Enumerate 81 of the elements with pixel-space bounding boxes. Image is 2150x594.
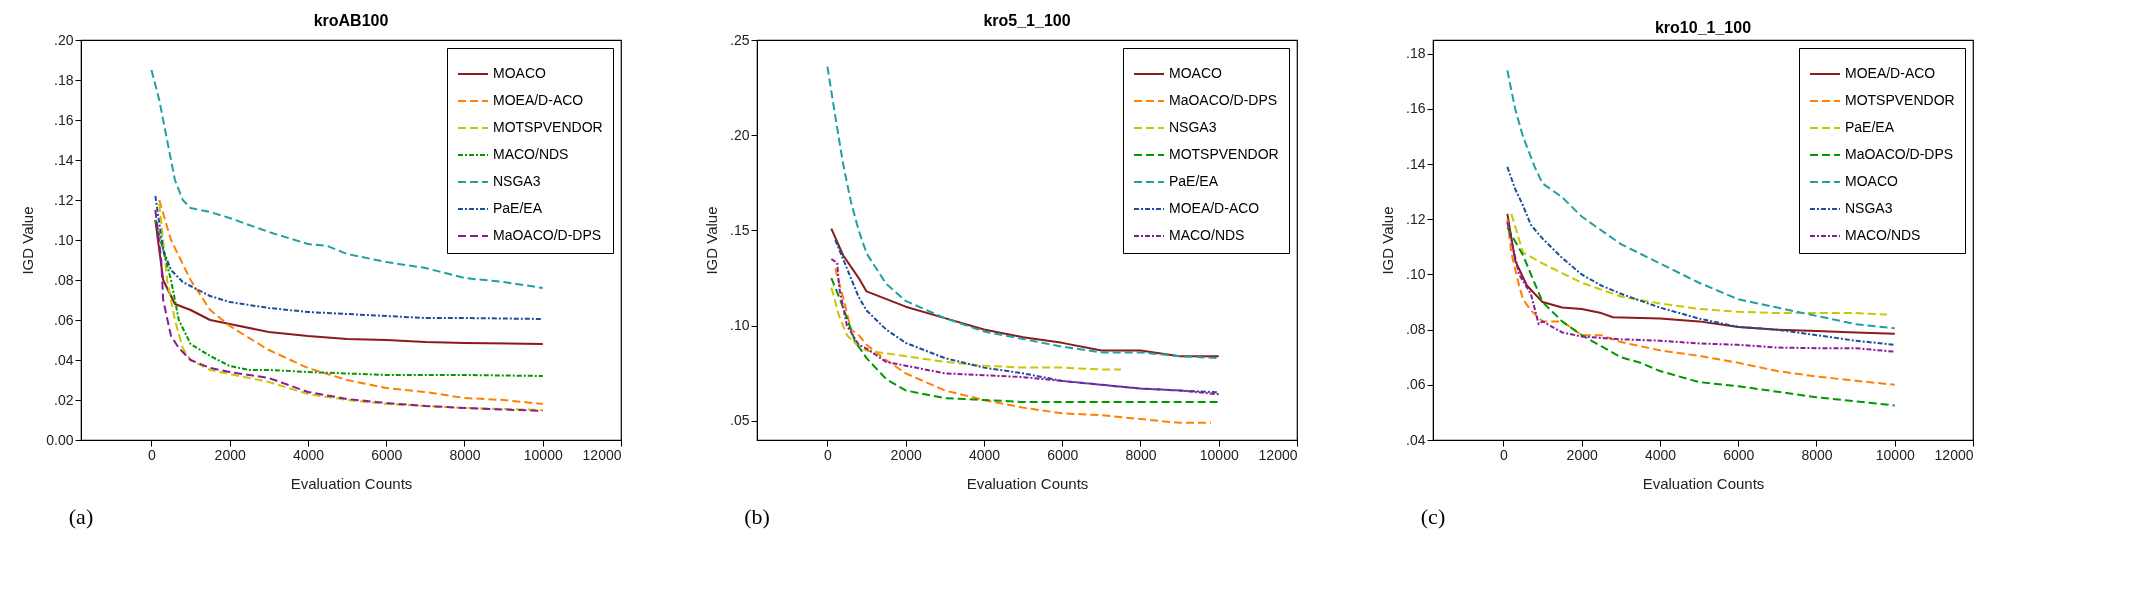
- x-tick-label: 12000: [582, 446, 622, 463]
- x-tick-label: 4000: [968, 446, 1001, 463]
- y-tick-label: .06: [54, 311, 74, 328]
- legend-label: NSGA3: [1845, 200, 1893, 216]
- line-series: [830, 286, 1122, 371]
- legend-label: MaOACO/D-DPS: [493, 227, 602, 243]
- x-tick-label: 4000: [1644, 446, 1677, 463]
- y-tick-label: .10: [54, 231, 74, 248]
- x-tick-label: 0: [148, 446, 157, 463]
- y-tick-label: .16: [1406, 100, 1426, 117]
- legend-label: MOEA/D-ACO: [1845, 65, 1936, 81]
- y-tick-label: 0.00: [46, 431, 74, 448]
- legend-label: PaE/EA: [493, 200, 543, 216]
- legend-label: MOACO: [1169, 65, 1222, 81]
- y-axis-title: IGD Value: [19, 206, 37, 275]
- legend-label: MOEA/D-ACO: [493, 92, 584, 108]
- y-tick-label: .04: [54, 351, 74, 368]
- x-tick-label: 2000: [214, 446, 246, 463]
- x-tick-label: 12000: [1258, 446, 1298, 463]
- x-tick-label: 6000: [371, 446, 403, 463]
- y-tick-label: .12: [54, 191, 74, 208]
- legend-label: NSGA3: [1169, 119, 1217, 135]
- y-tick-label: .16: [54, 111, 74, 128]
- x-tick-label: 6000: [1047, 446, 1079, 463]
- x-tick-label: 8000: [1125, 446, 1157, 463]
- y-tick-label: .08: [54, 271, 74, 288]
- x-tick-label: 2000: [1566, 446, 1598, 463]
- y-tick-label: .10: [1406, 265, 1426, 282]
- x-tick-label: 8000: [1801, 446, 1833, 463]
- x-tick-label: 0: [824, 446, 833, 463]
- x-tick-label: 12000: [1934, 446, 1974, 463]
- y-tick-label: .12: [1406, 210, 1426, 227]
- x-axis-title: Evaluation Counts: [966, 474, 1089, 492]
- legend-label: MOTSPVENDOR: [1169, 146, 1279, 162]
- legend-label: PaE/EA: [1845, 119, 1895, 135]
- legend-label: MOTSPVENDOR: [493, 119, 603, 135]
- chart-title: kro5_1_100: [983, 12, 1071, 29]
- x-axis-title: Evaluation Counts: [290, 474, 413, 492]
- y-tick-label: .02: [54, 391, 74, 408]
- y-tick-label: .18: [54, 71, 74, 88]
- x-tick-label: 6000: [1723, 446, 1755, 463]
- y-tick-label: .04: [1406, 431, 1426, 448]
- y-tick-label: .18: [1406, 45, 1426, 62]
- y-tick-label: .20: [730, 126, 750, 143]
- y-tick-label: .10: [730, 317, 750, 334]
- x-tick-label: 4000: [292, 446, 325, 463]
- y-tick-label: .25: [730, 31, 750, 48]
- y-axis-title: IGD Value: [1379, 206, 1397, 275]
- line-series: [830, 277, 1220, 403]
- y-tick-label: .14: [1406, 155, 1426, 172]
- legend-label: MOEA/D-ACO: [1169, 200, 1260, 216]
- y-axis-title: IGD Value: [703, 206, 721, 275]
- legend-label: MOTSPVENDOR: [1845, 92, 1955, 108]
- text: (a): [68, 504, 94, 529]
- legend-label: MACO/NDS: [1845, 227, 1921, 243]
- legend-label: PaE/EA: [1169, 173, 1219, 189]
- x-tick-label: 0: [1500, 446, 1509, 463]
- x-tick-label: 10000: [1875, 446, 1915, 463]
- y-tick-label: .14: [54, 151, 74, 168]
- chart-title: kroAB100: [313, 12, 389, 29]
- chart-title: kro10_1_100: [1654, 19, 1752, 36]
- y-tick-label: .15: [730, 221, 750, 238]
- y-tick-label: .08: [1406, 321, 1426, 338]
- legend-label: NSGA3: [493, 173, 541, 189]
- x-axis-title: Evaluation Counts: [1642, 474, 1765, 492]
- legend-label: MACO/NDS: [1169, 227, 1245, 243]
- line-series: [834, 267, 1212, 424]
- legend-label: MOACO: [1845, 173, 1898, 189]
- legend-label: MaOACO/D-DPS: [1845, 146, 1954, 162]
- legend-label: MACO/NDS: [493, 146, 569, 162]
- x-tick-label: 8000: [449, 446, 481, 463]
- legend-label: MOACO: [493, 65, 546, 81]
- y-tick-label: .05: [730, 412, 750, 429]
- x-tick-label: 10000: [523, 446, 563, 463]
- legend-label: MaOACO/D-DPS: [1169, 92, 1278, 108]
- x-tick-label: 2000: [890, 446, 922, 463]
- y-tick-label: .06: [1406, 376, 1426, 393]
- text: (b): [744, 504, 770, 529]
- text: (c): [1420, 504, 1446, 529]
- x-tick-label: 10000: [1199, 446, 1239, 463]
- y-tick-label: .20: [54, 31, 74, 48]
